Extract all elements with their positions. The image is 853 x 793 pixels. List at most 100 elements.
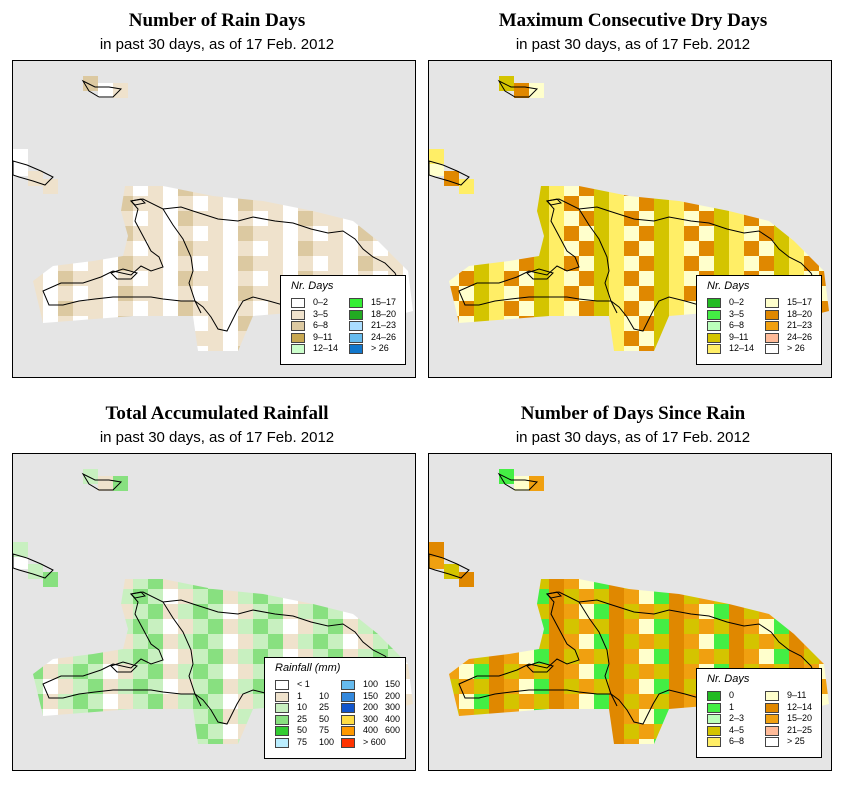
grid-cell	[609, 709, 624, 724]
grid-cell	[43, 331, 58, 346]
grid-cell	[298, 589, 313, 604]
grid-cell	[699, 589, 714, 604]
grid-cell	[388, 579, 403, 589]
grid-cell	[729, 241, 744, 256]
grid-cell	[774, 186, 789, 196]
grid-cell	[43, 241, 58, 256]
legend-title: Nr. Days	[291, 280, 334, 292]
grid-cell	[594, 579, 609, 589]
grid-cell	[459, 316, 474, 331]
legend-label: 2–3	[729, 713, 745, 723]
grid-cell	[33, 739, 43, 744]
legend-item: 21–23	[349, 320, 405, 332]
grid-cell	[519, 196, 534, 211]
grid-cell	[504, 589, 519, 604]
grid-cell	[639, 649, 654, 664]
grid-cell	[73, 724, 88, 739]
grid-cell	[654, 226, 669, 241]
grid-cell	[459, 619, 474, 634]
grid-cell	[193, 301, 208, 316]
grid-cell	[729, 186, 744, 196]
grid-cell	[579, 679, 594, 694]
grid-cell	[744, 579, 759, 589]
legend-item: 12–14	[765, 702, 821, 714]
grid-cell	[449, 331, 459, 346]
grid-cell	[684, 241, 699, 256]
grid-cell	[343, 226, 358, 241]
legend-label: 300	[363, 713, 379, 724]
grid-cell	[283, 579, 298, 589]
grid-cell	[58, 604, 73, 619]
grid-cell	[103, 256, 118, 271]
grid-cell	[654, 346, 669, 351]
grid-cell	[118, 186, 133, 196]
grid-cell	[148, 301, 163, 316]
grid-cell	[819, 256, 829, 271]
grid-cell	[804, 226, 819, 241]
grid-cell	[73, 346, 88, 351]
grid-cell	[103, 679, 118, 694]
legend-swatch	[341, 680, 355, 690]
grid-cell	[33, 286, 43, 301]
legend: Nr. Days 0–2 3–5 6–8 9–11 12–14 15–17 18–20 21–…	[696, 275, 822, 365]
grid-cell	[33, 271, 43, 286]
tortuga-island-outline	[545, 591, 563, 599]
grid-cell	[118, 579, 133, 589]
panel-subtitle: in past 30 days, as of 17 Feb. 2012	[99, 429, 335, 446]
grid-cell	[133, 271, 148, 286]
grid-cell	[594, 739, 609, 744]
grid-cell	[193, 724, 208, 739]
grid-cell	[714, 256, 729, 271]
grid-cell	[58, 664, 73, 679]
legend-swatch	[765, 691, 779, 701]
grid-cell	[133, 694, 148, 709]
grid-cell	[73, 226, 88, 241]
grid-cell	[148, 226, 163, 241]
grid-cell	[534, 604, 549, 619]
grid-cell	[564, 301, 579, 316]
grid-cell	[699, 196, 714, 211]
grid-cell	[459, 241, 474, 256]
grid-cell	[489, 589, 504, 604]
legend-swatch	[765, 309, 779, 320]
grid-cell	[534, 739, 549, 744]
grid-cell	[639, 241, 654, 256]
grid-cell	[118, 301, 133, 316]
legend-swatch	[707, 321, 721, 331]
grid-cell	[103, 316, 118, 331]
grid-cell	[403, 226, 413, 241]
grid-cell	[33, 604, 43, 619]
grid-cell	[83, 469, 98, 484]
legend-label: 75	[297, 736, 308, 747]
grid-cell	[669, 331, 684, 346]
grid-cell	[654, 619, 669, 634]
legend-label: 1	[729, 701, 735, 712]
grid-cell	[534, 316, 549, 331]
legend-swatch	[765, 702, 779, 713]
grid-cell	[148, 604, 163, 619]
grid-cell	[268, 634, 283, 649]
grid-cell	[73, 331, 88, 346]
grid-cell	[759, 579, 774, 589]
grid-cell	[564, 186, 579, 196]
legend-label-upper: 150	[385, 679, 401, 689]
grid-cell	[328, 226, 343, 241]
legend-swatch	[275, 691, 289, 702]
grid-cell	[388, 196, 403, 211]
grid-cell	[459, 211, 474, 226]
grid-cell	[789, 649, 804, 664]
grid-cell	[669, 316, 684, 331]
grid-cell	[373, 196, 388, 211]
legend-label: 18–20	[371, 308, 397, 319]
grid-cell	[178, 226, 193, 241]
grid-cell	[118, 331, 133, 346]
grid-cell	[819, 226, 829, 241]
grid-cell	[373, 579, 388, 589]
grid-cell	[328, 186, 343, 196]
cuba-coastline	[429, 160, 470, 186]
grid-cell	[594, 709, 609, 724]
grid-cell	[684, 301, 699, 316]
grid-cell	[639, 634, 654, 649]
grid-cell	[594, 316, 609, 331]
grid-cell	[193, 634, 208, 649]
